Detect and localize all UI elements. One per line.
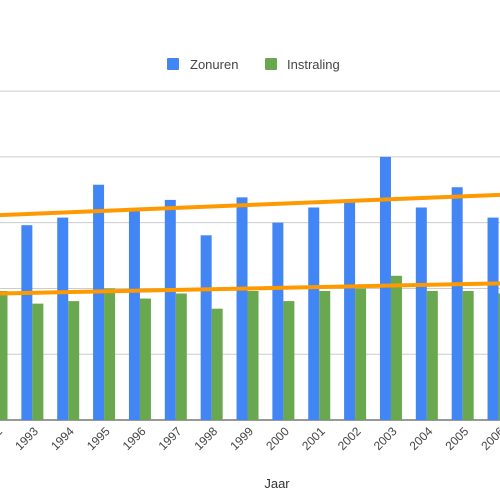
x-tick-label-1999: 1999 <box>227 424 256 453</box>
bar-instraling-1992 <box>0 290 8 420</box>
x-tick-label-2003: 2003 <box>371 424 400 453</box>
bar-instraling-1999 <box>247 290 259 420</box>
trendline-zonuren <box>0 192 500 218</box>
legend[interactable]: Zonuren Instraling <box>167 57 340 72</box>
bar-instraling-1996 <box>139 298 151 420</box>
x-tick-label-2006: 2006 <box>478 424 500 453</box>
legend-swatch-instraling <box>265 58 277 70</box>
x-tick-label-1992: 1992 <box>0 424 5 453</box>
bar-instraling-1997 <box>175 293 187 420</box>
x-tick-label-1994: 1994 <box>48 424 77 453</box>
bar-instraling-1994 <box>68 301 80 420</box>
x-tick-label-2002: 2002 <box>335 424 364 453</box>
x-tick-label-1997: 1997 <box>156 424 185 453</box>
x-tick-label-2000: 2000 <box>263 424 292 453</box>
bar-instraling-1995 <box>104 288 116 420</box>
bars <box>0 156 500 420</box>
x-tick-label-2004: 2004 <box>407 424 436 453</box>
bar-instraling-2002 <box>355 288 367 420</box>
bar-instraling-2005 <box>462 290 474 420</box>
bar-instraling-2000 <box>283 301 295 420</box>
bar-zonuren-1993 <box>21 225 33 420</box>
bar-zonuren-1998 <box>200 235 212 420</box>
x-tick-label-1998: 1998 <box>191 424 220 453</box>
bar-zonuren-2003 <box>379 156 391 420</box>
x-tick-label-2001: 2001 <box>299 424 328 453</box>
x-tick-labels: 1992 1993 1994 1995 1996 1997 1998 1999 2000 2001… <box>0 424 500 453</box>
bar-zonuren-2001 <box>308 207 320 420</box>
trendlines <box>0 192 500 296</box>
bar-zonuren-2002 <box>344 199 356 420</box>
bar-zonuren-1994 <box>57 217 69 420</box>
legend-label-instraling: Instraling <box>287 57 340 72</box>
x-tick-label-1993: 1993 <box>12 424 41 453</box>
x-tick-label-2005: 2005 <box>443 424 472 453</box>
x-tick-label-1995: 1995 <box>84 424 113 453</box>
legend-label-zonuren: Zonuren <box>190 57 238 72</box>
legend-swatch-zonuren <box>167 58 179 70</box>
bar-instraling-1998 <box>211 308 223 420</box>
bar-instraling-2001 <box>319 290 331 420</box>
bar-zonuren-1997 <box>164 199 176 420</box>
bar-zonuren-1996 <box>128 210 140 420</box>
bar-instraling-2006 <box>498 293 500 420</box>
bar-zonuren-1995 <box>93 184 105 420</box>
x-tick-label-1996: 1996 <box>120 424 149 453</box>
bar-instraling-1993 <box>32 303 44 420</box>
x-axis-title: Jaar <box>264 476 290 491</box>
bar-zonuren-2005 <box>451 187 463 420</box>
bar-zonuren-2004 <box>415 207 427 420</box>
bar-zonuren-1999 <box>236 197 248 420</box>
bar-instraling-2004 <box>426 290 438 420</box>
bar-zonuren-2000 <box>272 222 284 420</box>
bar-instraling-2003 <box>390 275 402 420</box>
trendline-instraling <box>0 281 500 296</box>
bar-zonuren-2006 <box>487 217 499 420</box>
